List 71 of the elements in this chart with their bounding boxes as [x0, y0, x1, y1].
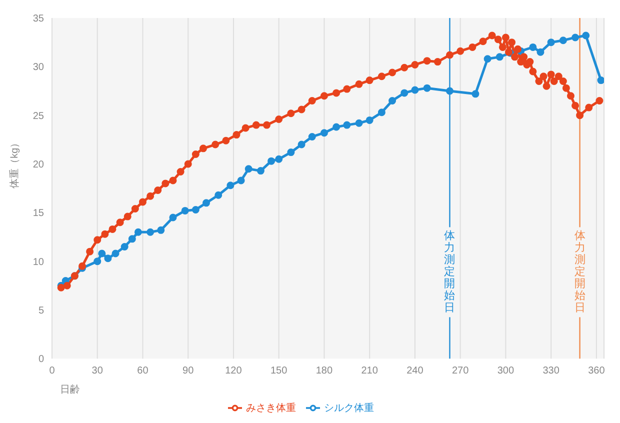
x-tick-label: 120 [225, 366, 242, 377]
point [355, 119, 363, 127]
point [275, 155, 283, 163]
y-tick-label: 10 [32, 256, 44, 268]
point [423, 84, 431, 92]
point [411, 86, 419, 94]
y-axis-title: 体重（kg） [8, 138, 21, 188]
x-tick-label: 180 [316, 366, 333, 377]
legend-label: みさき体重 [246, 402, 296, 414]
point [496, 53, 504, 61]
point [287, 148, 295, 156]
x-tick-label: 30 [92, 366, 104, 377]
point [559, 36, 567, 44]
point [202, 199, 210, 207]
point [582, 32, 590, 40]
point [400, 89, 408, 97]
point [112, 250, 120, 258]
point [181, 206, 189, 214]
point [214, 191, 222, 199]
point [484, 55, 492, 63]
point [597, 76, 604, 84]
x-tick-label: 360 [588, 366, 606, 377]
point [298, 140, 306, 148]
ref-line-label: 体力測定開始日 [444, 230, 456, 314]
y-tick-label: 0 [38, 354, 44, 366]
point [134, 228, 142, 236]
ref-line-label: 体力測定開始日 [574, 230, 586, 314]
point [244, 165, 252, 173]
x-tick-label: 270 [452, 366, 470, 377]
point [308, 132, 316, 140]
x-tick-label: 330 [542, 366, 560, 377]
point [226, 182, 234, 190]
point [128, 235, 136, 243]
point [120, 242, 128, 250]
point [98, 250, 106, 258]
point [378, 108, 386, 116]
x-tick-label: 240 [406, 366, 424, 377]
point [237, 176, 245, 184]
point [446, 87, 454, 95]
point [104, 254, 112, 262]
point [343, 121, 351, 129]
y-tick-label: 20 [32, 160, 44, 171]
point [256, 167, 264, 175]
y-tick-label: 5 [38, 306, 44, 317]
point [332, 123, 340, 131]
x-tick-label: 210 [361, 366, 378, 377]
x-tick-label: 150 [270, 366, 288, 377]
x-tick-label: 0 [49, 366, 56, 377]
point [388, 96, 396, 104]
x-axis-title: 日齢 [60, 384, 80, 396]
x-tick-label: 90 [182, 366, 194, 377]
point [536, 48, 544, 56]
point [529, 43, 537, 51]
point [547, 38, 555, 46]
y-tick-label: 15 [32, 208, 44, 220]
point [192, 206, 200, 214]
y-tick-label: 30 [32, 62, 44, 74]
x-tick-label: 60 [137, 366, 149, 377]
legend-label: シルク体重 [324, 402, 374, 414]
y-tick-label: 25 [32, 110, 44, 122]
point [157, 226, 165, 234]
point [320, 129, 328, 137]
point [366, 116, 374, 124]
point [268, 157, 276, 165]
x-tick-label: 300 [497, 366, 514, 377]
point [572, 34, 580, 42]
point [146, 228, 154, 236]
point [169, 214, 177, 222]
point [472, 90, 480, 98]
point [94, 258, 102, 266]
y-tick-label: 35 [32, 14, 44, 25]
